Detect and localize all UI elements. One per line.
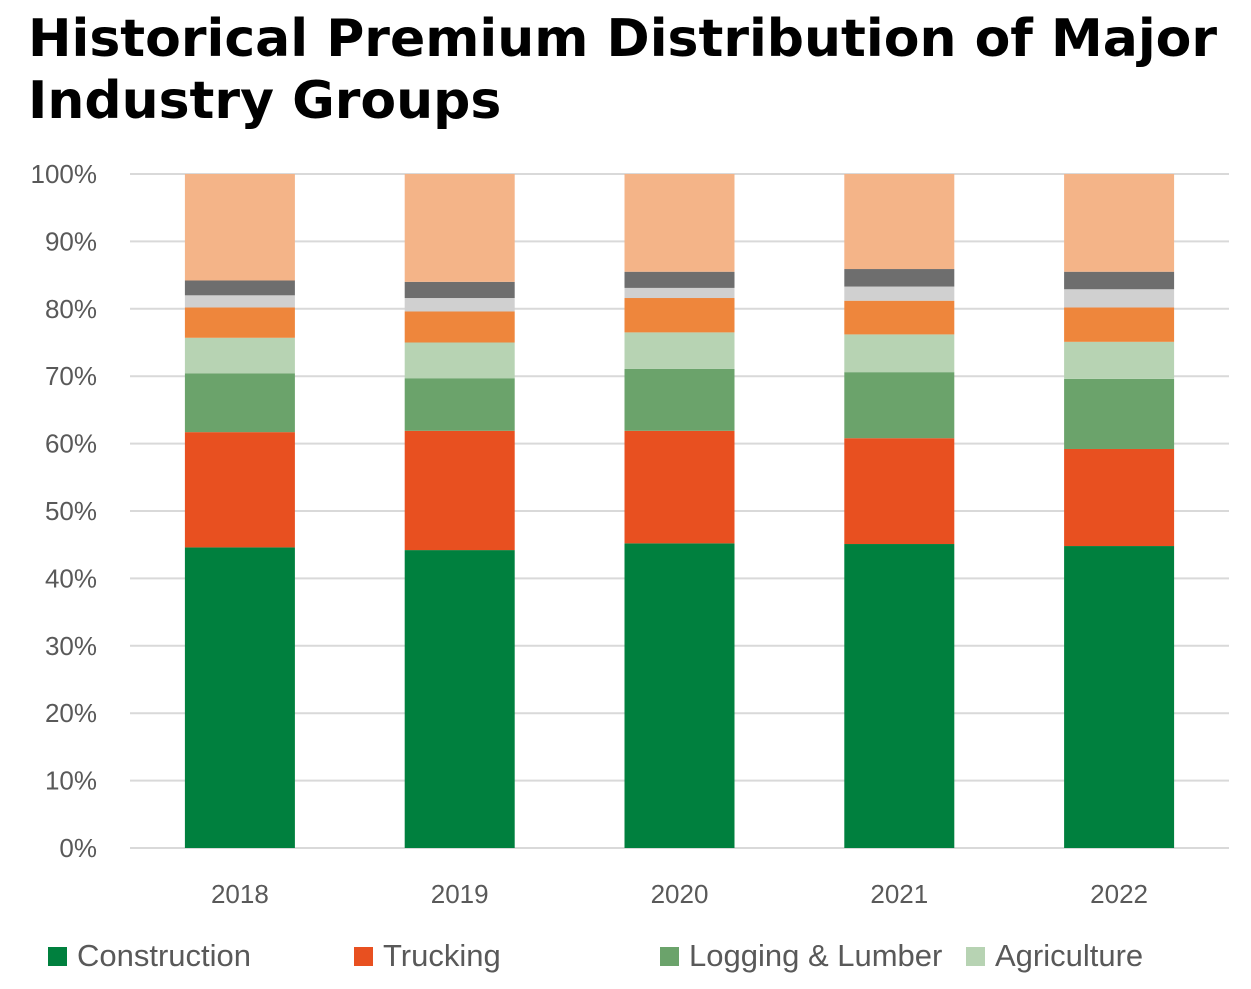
bar-segment-2019-series-4 [404,311,515,343]
bar-segment-2022-series-6 [1064,271,1175,290]
bar-segment-2021-series-1 [844,438,955,545]
legend-item-construction: Construction [48,934,251,978]
bar-segment-2019-series-7 [404,174,515,282]
bar-segment-2020-series-0 [624,543,735,848]
bar-segment-2020-series-3 [624,332,735,369]
bar-segment-2018-series-4 [184,307,295,338]
bar-segment-2021-series-6 [844,269,955,287]
bar-segment-2018-series-2 [184,373,295,433]
bar-segment-2021-series-3 [844,334,955,373]
bar-segment-2020-series-6 [624,271,735,288]
bar-segment-2020-series-2 [624,368,735,431]
legend-item-logging-lumber: Logging & Lumber [660,934,942,978]
bar-segment-2020-series-5 [624,287,735,299]
x-tick-label: 2022 [1090,879,1148,909]
y-tick-label: 40% [45,563,97,593]
bar-segment-2020-series-7 [624,174,735,272]
bar-segment-2018-series-5 [184,295,295,308]
bar-segment-2021-series-5 [844,286,955,301]
legend-label: Logging & Lumber [689,938,943,973]
chart-title: Historical Premium Distribution of Major… [28,9,1218,131]
bar-segment-2019-series-0 [404,550,515,848]
bar-segment-2018-series-1 [184,432,295,548]
legend-label: Construction [77,938,252,973]
y-tick-label: 20% [45,698,97,728]
y-tick-label: 90% [45,226,97,256]
legend-item-trucking: Trucking [354,934,501,978]
bar-segment-2021-series-2 [844,372,955,439]
y-tick-label: 100% [31,159,98,189]
y-tick-label: 60% [45,429,97,459]
bar-segment-2021-series-7 [844,174,955,270]
x-tick-label: 2020 [651,879,709,909]
y-tick-label: 80% [45,294,97,324]
bar-segment-2022-series-5 [1064,289,1175,308]
bars [184,174,1175,848]
bar-segment-2022-series-2 [1064,378,1175,449]
x-axis-ticks: 2018 2019 2020 2021 2022 [211,879,1148,909]
y-tick-label: 50% [45,496,97,526]
bar-segment-2018-series-3 [184,337,295,374]
legend-swatch [48,946,67,966]
stacked-bar-chart: 0%10%20%30%40%50%60%70%80%90%100% 2018 20… [31,159,1229,909]
legend-label: Trucking [383,938,501,973]
bar-segment-2019-series-6 [404,281,515,299]
x-tick-label: 2018 [211,879,269,909]
bar-segment-2018-series-6 [184,280,295,296]
x-tick-label: 2019 [431,879,489,909]
bar-segment-2018-series-7 [184,174,295,281]
y-tick-label: 10% [45,766,97,796]
bar-segment-2022-series-7 [1064,174,1175,272]
legend-swatch [966,946,985,966]
y-axis-ticks: 0% 10% 20% 30% 40% 50% 60% 70% 80% 90% 100% [31,159,98,863]
bar-segment-2021-series-4 [844,300,955,335]
bar-segment-2022-series-4 [1064,307,1175,342]
bar-segment-2020-series-1 [624,430,735,544]
bar-segment-2022-series-1 [1064,448,1175,547]
bar-segment-2018-series-0 [184,547,295,848]
bar-segment-2022-series-0 [1064,546,1175,848]
x-tick-label: 2021 [870,879,928,909]
legend-swatch [354,946,373,966]
bar-segment-2019-series-3 [404,342,515,379]
bar-segment-2019-series-1 [404,430,515,551]
y-tick-label: 0% [59,833,97,863]
legend-label: Agriculture [995,938,1144,973]
y-tick-label: 30% [45,631,97,661]
bar-segment-2021-series-0 [844,544,955,848]
legend: Construction Trucking Logging & Lumber Agri… [48,934,1228,978]
legend-item-agriculture: Agriculture [966,934,1143,978]
y-tick-label: 70% [45,361,97,391]
bar-segment-2019-series-5 [404,298,515,312]
legend-swatch [660,946,679,966]
bar-segment-2022-series-3 [1064,341,1175,379]
bar-segment-2020-series-4 [624,298,735,333]
bar-segment-2019-series-2 [404,378,515,431]
